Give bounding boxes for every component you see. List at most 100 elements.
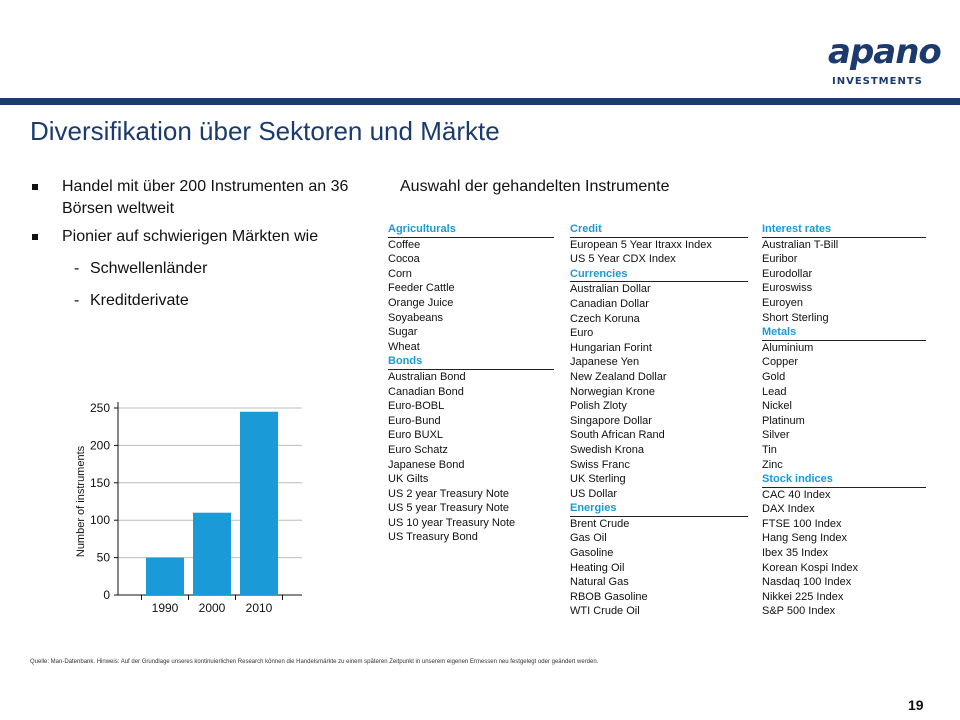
logo-subtitle: INVESTMENTS — [832, 76, 923, 87]
instrument-item: Nikkei 225 Index — [762, 590, 844, 603]
category-header: Metals — [762, 325, 926, 341]
y-axis-label: Number of instruments — [75, 445, 87, 557]
instrument-item: Swedish Krona — [570, 443, 644, 456]
x-tick-label: 2010 — [246, 601, 273, 615]
instrument-item: Short Sterling — [762, 311, 829, 324]
instrument-item: Czech Koruna — [570, 312, 640, 325]
y-tick-label: 200 — [90, 438, 110, 452]
instrument-item: Euro — [570, 327, 594, 340]
instrument-item: US Treasury Bond — [388, 531, 478, 544]
instrument-item: Australian T-Bill — [762, 238, 839, 251]
instrument-item: Euroswiss — [762, 282, 813, 295]
category-header: Bonds — [388, 354, 554, 370]
instrument-item: Canadian Dollar — [570, 297, 649, 310]
instrument-item: Copper — [762, 356, 799, 369]
header-rule — [0, 98, 960, 105]
instruments-column-3: Interest rates Australian T-Bill Euribor Eu… — [762, 222, 926, 619]
source-note: Quelle: Man-Datenbank. Hinweis: Auf der … — [30, 659, 599, 665]
instrument-item: Brent Crude — [570, 517, 630, 530]
y-tick-label: 250 — [90, 401, 110, 415]
instrument-item: Gold — [762, 370, 786, 383]
instrument-item: UK Sterling — [570, 473, 626, 486]
page-number: 19 — [908, 697, 924, 713]
instrument-item: Natural Gas — [570, 576, 629, 589]
instrument-item: Heating Oil — [570, 561, 625, 574]
y-tick-label: 150 — [90, 476, 110, 490]
category-header: Credit — [570, 222, 748, 238]
instrument-item: Feeder Cattle — [388, 282, 455, 295]
instrument-item: Euro-Bund — [388, 414, 441, 427]
instrument-item: South African Rand — [570, 429, 665, 442]
instrument-item: FTSE 100 Index — [762, 517, 842, 530]
instrument-item: Sugar — [388, 326, 418, 339]
instrument-item: New Zealand Dollar — [570, 370, 667, 383]
bar — [146, 557, 184, 595]
logo-word: apano — [828, 32, 942, 72]
instrument-item: Canadian Bond — [388, 385, 464, 398]
instrument-item: WTI Crude Oil — [570, 605, 640, 618]
instrument-item: Lead — [762, 385, 787, 398]
instruments-column-2: Credit European 5 Year Itraxx Index US 5 Y… — [570, 222, 748, 619]
apano-logo: apano INVESTMENTS — [828, 32, 942, 92]
instrument-item: Coffee — [388, 238, 421, 251]
instrument-item: Japanese Bond — [388, 458, 465, 471]
instrument-item: Eurodollar — [762, 267, 813, 280]
bullet-list: Handel mit über 200 Instrumenten an 36 B… — [30, 176, 360, 312]
instrument-item: Euro Schatz — [388, 443, 448, 456]
bullet-item: Pionier auf schwierigen Märkten wie — [30, 226, 360, 248]
instrument-item: Silver — [762, 429, 790, 442]
instrument-item: Polish Zloty — [570, 400, 627, 413]
instrument-item: S&P 500 Index — [762, 605, 836, 618]
instrument-item: US 2 year Treasury Note — [388, 487, 510, 500]
instrument-item: Australian Bond — [388, 370, 466, 383]
instrument-item: CAC 40 Index — [762, 488, 831, 501]
y-tick-label: 100 — [90, 513, 110, 527]
instrument-item: Soyabeans — [388, 311, 444, 324]
instrument-item: Aluminium — [762, 341, 814, 354]
instrument-item: Australian Dollar — [570, 283, 651, 296]
instrument-item: Gasoline — [570, 547, 614, 560]
instrument-item: Nickel — [762, 400, 792, 413]
category-header: Stock indices — [762, 472, 926, 488]
instrument-item: US 5 year Treasury Note — [388, 502, 510, 515]
x-tick-label: 1990 — [152, 601, 179, 615]
instrument-item: Wheat — [388, 340, 420, 353]
page-title: Diversifikation über Sektoren und Märkte — [30, 116, 500, 146]
instrument-item: Norwegian Krone — [570, 385, 655, 398]
instrument-item: Euribor — [762, 253, 798, 266]
category-header: Agriculturals — [388, 222, 554, 238]
instrument-item: Hungarian Forint — [570, 341, 652, 354]
instrument-item: Gas Oil — [570, 532, 607, 545]
instruments-column-1: Agriculturals Coffee Cocoa Corn Feeder Cattl… — [388, 222, 554, 545]
instrument-item: Orange Juice — [388, 296, 454, 309]
sub-bullet-item: Schwellenländer — [30, 258, 360, 280]
instrument-item: Swiss Franc — [570, 458, 630, 471]
category-header: Interest rates — [762, 222, 926, 238]
bar — [193, 512, 231, 595]
instrument-item: Hang Seng Index — [762, 532, 848, 545]
y-tick-label: 50 — [97, 551, 111, 565]
instrument-item: Japanese Yen — [570, 356, 640, 369]
instrument-item: Platinum — [762, 414, 805, 427]
instrument-item: Nasdaq 100 Index — [762, 576, 852, 589]
instrument-item: Cocoa — [388, 253, 420, 266]
instrument-item: Corn — [388, 267, 412, 280]
instrument-item: Euro BUXL — [388, 429, 444, 442]
instruments-table-heading: Auswahl der gehandelten Instrumente — [400, 178, 670, 195]
bullet-item: Handel mit über 200 Instrumenten an 36 B… — [30, 176, 360, 220]
instrument-item: US 10 year Treasury Note — [388, 516, 516, 529]
category-header: Energies — [570, 501, 748, 517]
instrument-item: European 5 Year Itraxx Index — [570, 238, 712, 251]
instrument-item: US Dollar — [570, 487, 618, 500]
instrument-item: Tin — [762, 443, 777, 456]
bar — [240, 411, 278, 595]
y-tick-label: 0 — [103, 588, 110, 602]
instrument-item: Korean Kospi Index — [762, 561, 859, 574]
instrument-item: UK Gilts — [388, 473, 429, 486]
instrument-item: US 5 Year CDX Index — [570, 253, 676, 266]
x-tick-label: 2000 — [199, 601, 226, 615]
instrument-item: Ibex 35 Index — [762, 547, 829, 560]
category-header: Currencies — [570, 267, 748, 283]
instrument-item: Euroyen — [762, 296, 803, 309]
instrument-item: Zinc — [762, 458, 783, 471]
